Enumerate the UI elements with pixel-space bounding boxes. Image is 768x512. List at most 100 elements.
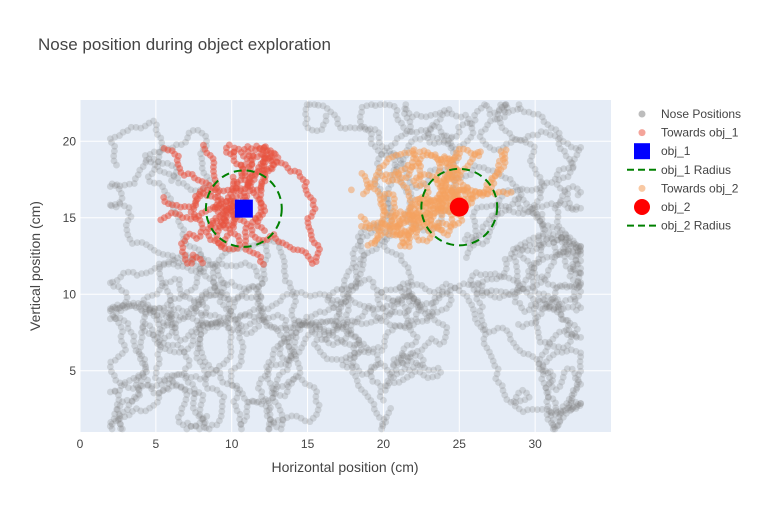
nose-position-point <box>569 387 577 394</box>
legend[interactable]: Nose Positions Towards obj_1 obj_1 obj_1 Ra… <box>627 107 741 233</box>
nose-position-point <box>169 252 177 260</box>
nose-position-point <box>270 390 278 397</box>
nose-position-point <box>399 293 407 301</box>
nose-position-point <box>407 278 415 286</box>
legend-item[interactable]: Towards obj_2 <box>638 181 739 195</box>
nose-position-point <box>129 407 136 415</box>
nose-position-point <box>572 332 580 340</box>
nose-position-point <box>369 278 377 286</box>
nose-position-point <box>493 115 501 123</box>
nose-position-point <box>416 303 424 311</box>
nose-position-point <box>537 186 545 194</box>
nose-position-point <box>261 313 268 321</box>
nose-position-point <box>412 359 420 367</box>
nose-position-point <box>344 291 351 299</box>
nose-position-point <box>447 296 455 304</box>
legend-item[interactable]: obj_1 <box>634 143 691 160</box>
nose-position-point <box>224 319 232 327</box>
legend-item[interactable]: obj_2 <box>634 199 691 215</box>
nose-position-point <box>522 138 530 146</box>
nose-position-point <box>443 288 451 296</box>
nose-position-point <box>568 330 575 338</box>
nose-position-point <box>347 283 355 290</box>
nose-position-point <box>372 317 380 325</box>
nose-position-point <box>296 321 304 329</box>
nose-position-point <box>546 354 553 362</box>
nose-position-point <box>214 287 222 295</box>
nose-position-point <box>497 288 505 296</box>
nose-position-point <box>260 305 267 313</box>
nose-position-point <box>552 386 560 394</box>
nose-position-point <box>358 371 366 378</box>
nose-position-point <box>323 335 330 343</box>
nose-position-point <box>142 365 149 373</box>
nose-position-point <box>192 373 200 380</box>
nose-position-point <box>553 181 561 188</box>
nose-position-point <box>258 388 266 396</box>
nose-position-point <box>209 385 216 392</box>
nose-position-point <box>230 303 237 311</box>
nose-position-point <box>559 249 567 256</box>
nose-position-point <box>546 368 554 376</box>
nose-position-point <box>405 297 413 305</box>
towards-object-point <box>225 141 233 149</box>
nose-position-point <box>363 232 371 240</box>
nose-position-point <box>236 415 244 423</box>
nose-position-point <box>216 293 224 301</box>
nose-position-point <box>512 393 520 401</box>
nose-position-point <box>516 397 524 405</box>
nose-position-point <box>397 252 405 260</box>
nose-position-point <box>236 283 243 291</box>
nose-position-point <box>312 323 320 331</box>
nose-position-point <box>328 355 336 363</box>
nose-position-point <box>388 248 396 256</box>
nose-position-point <box>130 332 138 340</box>
nose-position-point <box>471 315 479 323</box>
legend-item[interactable]: Towards obj_1 <box>638 126 739 140</box>
nose-position-point <box>196 406 204 414</box>
nose-position-point <box>497 273 505 281</box>
nose-position-point <box>116 402 124 410</box>
nose-position-point <box>137 338 145 346</box>
nose-position-point <box>431 294 439 302</box>
nose-position-point <box>294 324 302 332</box>
nose-position-point <box>329 328 337 336</box>
nose-position-point <box>211 311 219 319</box>
nose-position-point <box>380 293 388 301</box>
nose-position-point <box>370 283 377 291</box>
nose-position-point <box>556 184 564 192</box>
nose-position-point <box>132 347 140 354</box>
nose-position-point <box>435 291 443 299</box>
legend-square-icon <box>634 143 650 160</box>
nose-position-point <box>147 267 155 275</box>
nose-position-point <box>387 373 395 381</box>
nose-position-point <box>501 391 509 399</box>
nose-position-point <box>115 185 123 193</box>
nose-position-point <box>404 279 412 287</box>
nose-position-point <box>260 316 268 324</box>
nose-position-point <box>491 362 499 370</box>
nose-position-point <box>352 283 360 290</box>
nose-position-point <box>274 342 282 350</box>
nose-position-point <box>494 110 502 118</box>
nose-position-point <box>390 379 398 387</box>
nose-position-point <box>193 307 200 315</box>
nose-position-point <box>128 398 136 405</box>
nose-position-point <box>120 317 128 325</box>
legend-item[interactable]: Nose Positions <box>638 107 742 121</box>
nose-position-point <box>542 348 550 355</box>
nose-position-point <box>414 303 422 311</box>
nose-position-point <box>525 208 533 216</box>
nose-position-point <box>572 347 580 355</box>
nose-position-point <box>342 358 350 366</box>
nose-position-point <box>555 135 562 143</box>
nose-position-point <box>321 291 329 299</box>
nose-position-point <box>501 108 509 116</box>
legend-item[interactable]: obj_1 Radius <box>627 163 731 177</box>
nose-position-point <box>391 161 399 169</box>
nose-position-point <box>316 348 324 356</box>
nose-position-point <box>355 339 363 347</box>
nose-position-point <box>302 319 310 327</box>
nose-position-point <box>573 384 581 391</box>
legend-item[interactable]: obj_2 Radius <box>627 219 731 233</box>
